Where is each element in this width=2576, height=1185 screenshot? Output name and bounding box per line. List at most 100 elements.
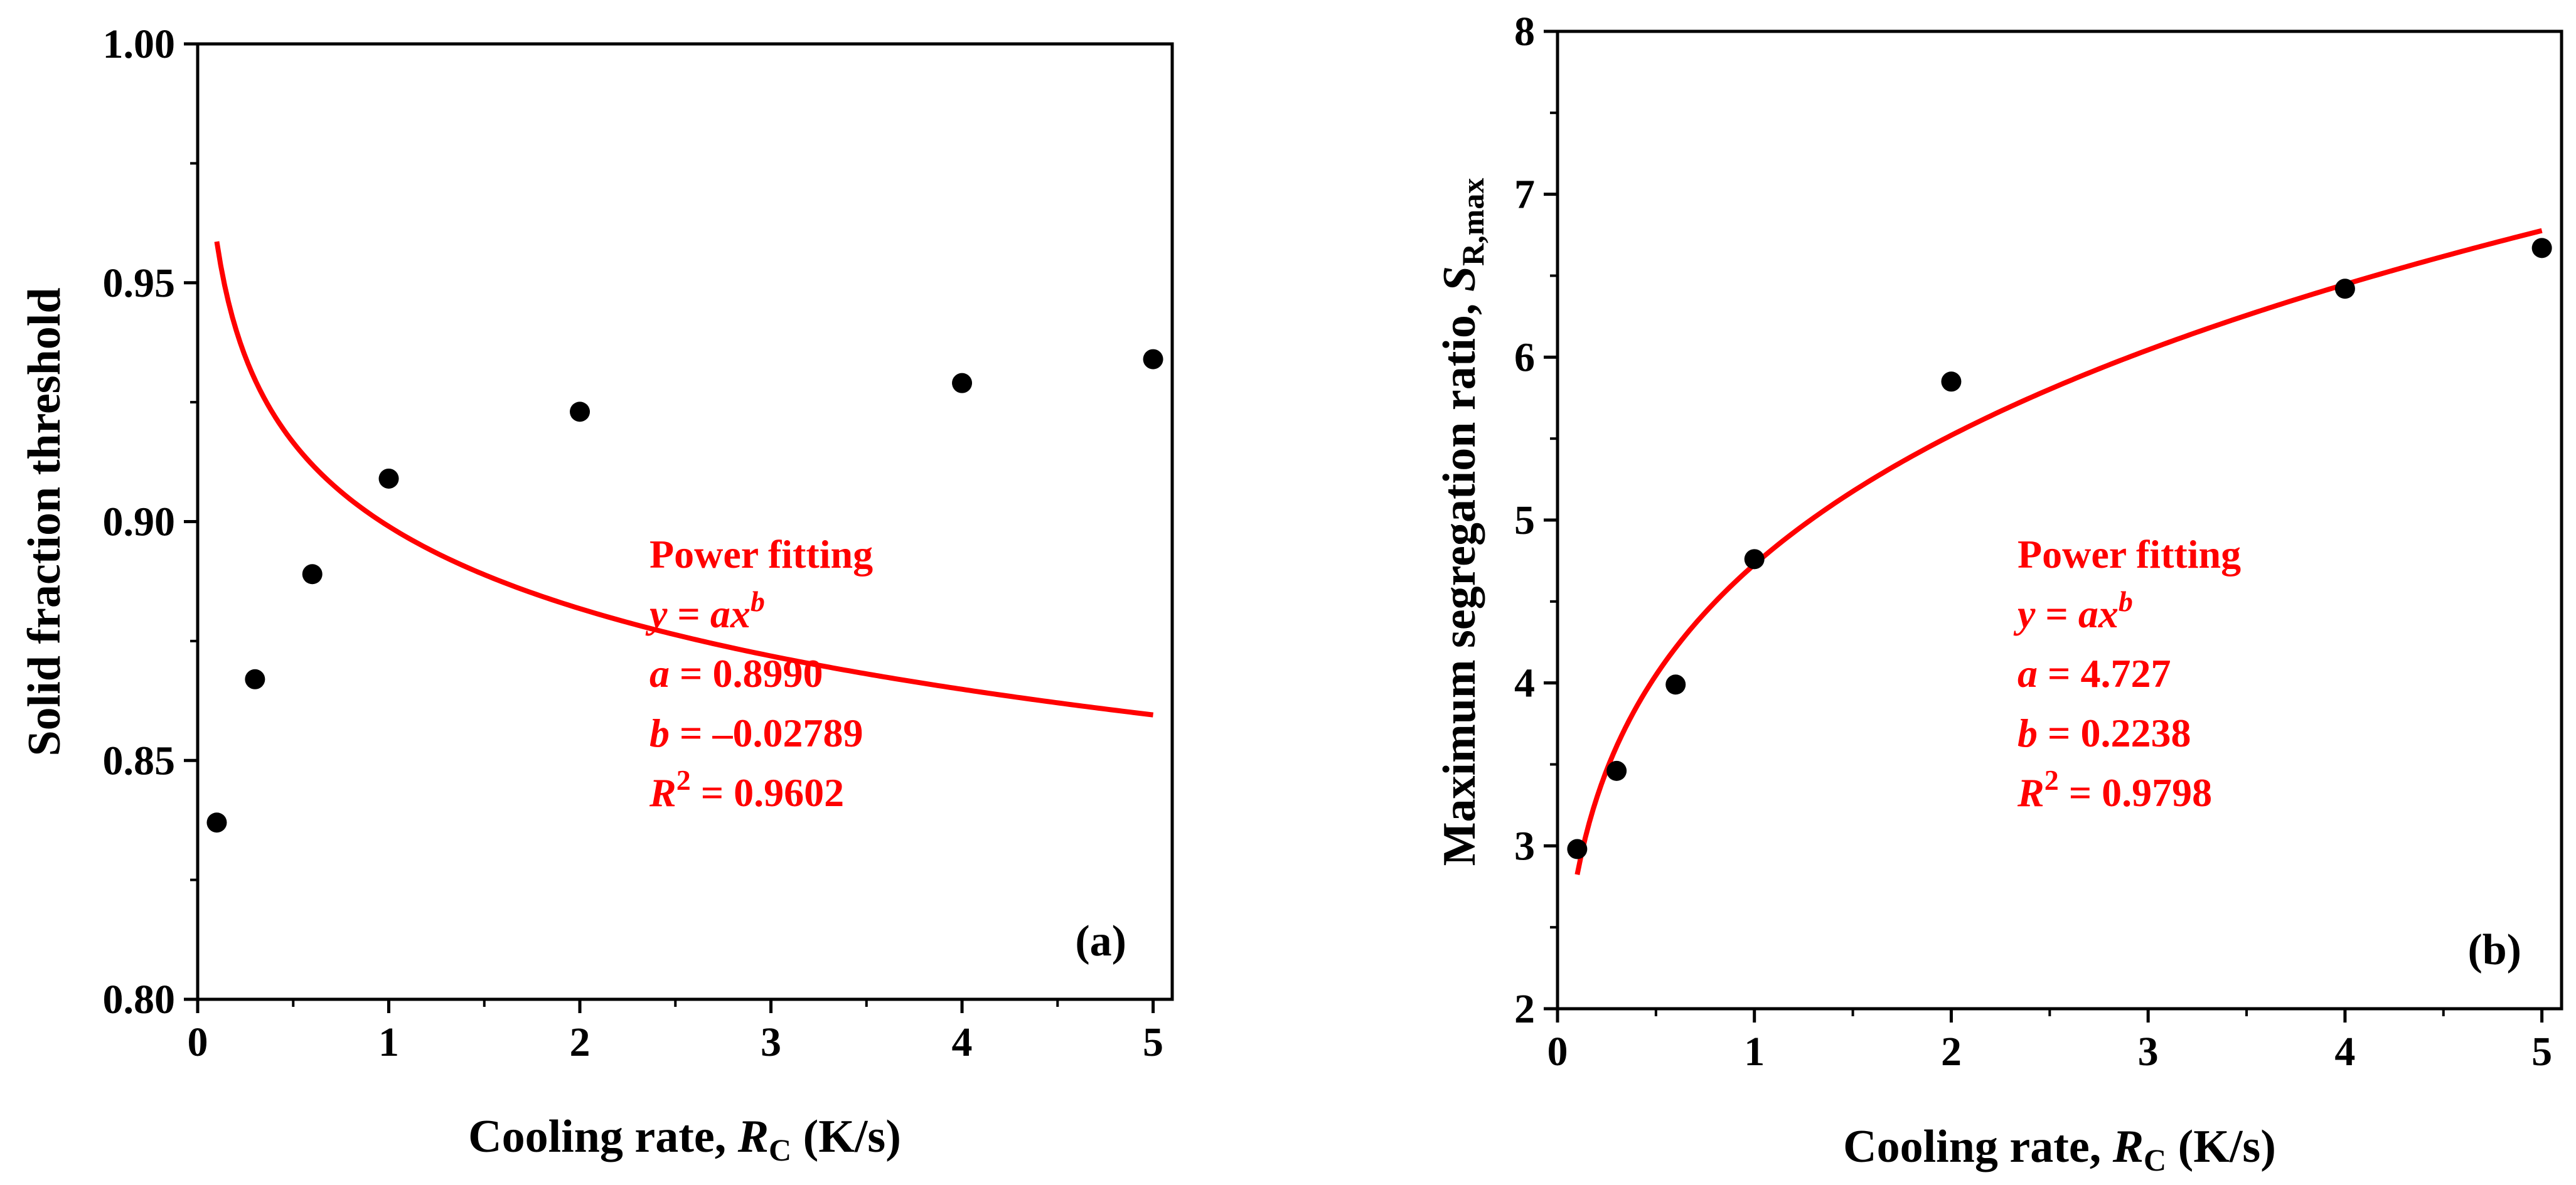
x-tick-label: 2 (1941, 1029, 1962, 1075)
data-point (2334, 279, 2355, 299)
r-sup: 2 (676, 764, 691, 796)
y-tick-label: 6 (1514, 334, 1535, 380)
y-tick-label: 3 (1514, 823, 1535, 869)
panel-label: (b) (2467, 926, 2521, 974)
fit-line (1574, 228, 2543, 875)
y-tick-label: 0.90 (103, 499, 176, 545)
x-tick-label: 3 (2138, 1029, 2159, 1075)
annotation-a: a = 0.8990 (649, 651, 823, 696)
data-point (1567, 839, 1588, 859)
a-var: a (2018, 651, 2038, 696)
y-tick-labels: 0.80 0.85 0.90 0.95 1.00 (103, 21, 176, 1023)
y-tick-labels: 2 3 4 5 6 7 8 (1514, 9, 1535, 1032)
fit-layer (214, 241, 1154, 718)
a-value: = 4.727 (2038, 651, 2171, 696)
data-point (1665, 674, 1686, 695)
x-tick-label: 2 (570, 1019, 591, 1065)
annotation-title: Power fitting (2018, 532, 2241, 577)
y-tick-label: 0.85 (103, 738, 176, 784)
y-tick-label: 0.80 (103, 977, 176, 1023)
annotation-r2: R2 = 0.9602 (649, 764, 844, 815)
eq-exponent: b (751, 585, 765, 617)
eq-exponent: b (2119, 585, 2133, 617)
data-point (1143, 349, 1163, 369)
data-point (245, 669, 265, 689)
x-axis-label-var: R (2112, 1121, 2144, 1172)
x-tick-labels: 0 1 2 3 4 5 (1547, 1029, 2553, 1075)
r-var: R (649, 770, 676, 815)
eq-ax: ax (710, 592, 751, 636)
data-point (2531, 238, 2552, 258)
point-layer (206, 349, 1163, 833)
x-axis-label-prefix: Cooling rate, (1843, 1121, 2113, 1172)
x-tick-label: 5 (1143, 1019, 1163, 1065)
panel-a: 0 1 2 3 4 5 0.80 0.85 0.90 0.95 1.00 (a) Cooling … (19, 21, 1174, 1167)
r-value: = 0.9798 (2059, 770, 2212, 815)
x-axis-label-suffix: (K/s) (791, 1111, 901, 1162)
y-axis-label: Solid fraction threshold (19, 288, 70, 757)
x-axis-label-var: R (737, 1111, 769, 1162)
data-point (378, 468, 399, 489)
annotation-r2: R2 = 0.9798 (2017, 764, 2212, 815)
plot-frame (1556, 29, 2563, 1011)
x-tick-label: 0 (1547, 1029, 1568, 1075)
x-tick-label: 4 (952, 1019, 973, 1065)
fit-annotation: Power fitting y = axb a = 0.8990 b = –0.… (645, 532, 873, 815)
data-point (1941, 371, 1962, 392)
data-point (570, 401, 591, 422)
eq-ax: ax (2078, 592, 2119, 636)
annotation-equation: y = axb (645, 585, 765, 636)
b-var: b (649, 711, 670, 755)
annotation-title: Power fitting (649, 532, 873, 577)
y-tick-label: 0.95 (103, 260, 176, 306)
x-axis-label-prefix: Cooling rate, (468, 1111, 738, 1162)
data-point (952, 373, 973, 393)
x-axis-label-suffix: (K/s) (2166, 1121, 2276, 1172)
x-axis-label-sub: C (769, 1132, 791, 1167)
x-tick-label: 1 (378, 1019, 399, 1065)
b-var: b (2018, 711, 2038, 755)
data-point (206, 812, 227, 833)
ticks (1544, 29, 2544, 1023)
data-point (1744, 549, 1765, 570)
fit-annotation: Power fitting y = axb a = 4.727 b = 0.22… (2013, 532, 2241, 815)
y-axis-label-prefix: Maximum segregation ratio, (1434, 292, 1485, 866)
plot-frame (196, 42, 1174, 1001)
y-axis-label-sub: R,max (1455, 178, 1490, 266)
y-tick-label: 2 (1514, 986, 1535, 1032)
r-value: = 0.9602 (691, 770, 844, 815)
y-axis-label-var: S (1434, 266, 1485, 292)
x-tick-label: 1 (1744, 1029, 1765, 1075)
ticks (184, 42, 1155, 1013)
point-layer (1567, 238, 2552, 859)
y-tick-label: 4 (1514, 661, 1535, 706)
annotation-b: b = 0.2238 (2018, 711, 2191, 755)
x-tick-label: 5 (2531, 1029, 2552, 1075)
data-point (302, 564, 323, 585)
r-sup: 2 (2044, 764, 2059, 796)
x-tick-label: 0 (188, 1019, 208, 1065)
annotation-a: a = 4.727 (2018, 651, 2171, 696)
a-value: = 0.8990 (670, 651, 823, 696)
fit-line (214, 241, 1154, 718)
eq-equals: = (667, 592, 710, 636)
x-axis-label-sub: C (2144, 1142, 2166, 1177)
r-var: R (2017, 770, 2044, 815)
a-var: a (649, 651, 670, 696)
x-tick-label: 3 (761, 1019, 781, 1065)
x-tick-label: 4 (2334, 1029, 2355, 1075)
data-point (1606, 760, 1627, 781)
y-axis-label: Maximum segregation ratio, SR,max (1434, 178, 1490, 866)
y-tick-label: 1.00 (103, 21, 176, 67)
x-axis-label: Cooling rate, RC (K/s) (1843, 1121, 2276, 1177)
fit-layer (1574, 228, 2543, 875)
b-value: = –0.02789 (670, 711, 863, 755)
b-value: = 0.2238 (2038, 711, 2191, 755)
eq-y: y (2013, 592, 2036, 636)
annotation-equation: y = axb (2013, 585, 2133, 636)
y-tick-label: 7 (1514, 172, 1535, 218)
panel-label: (a) (1075, 917, 1126, 965)
y-tick-label: 5 (1514, 497, 1535, 543)
